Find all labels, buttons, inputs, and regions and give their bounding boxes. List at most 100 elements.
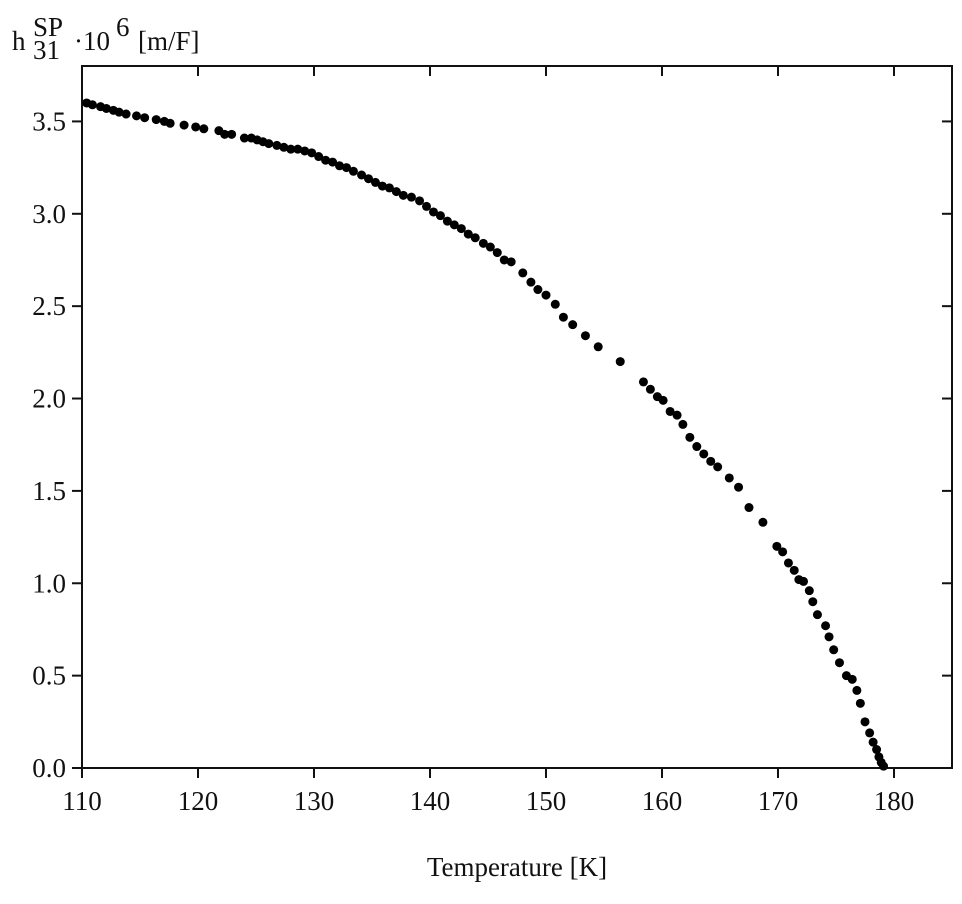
point [406,192,416,202]
point [804,586,814,596]
point [847,674,857,684]
point [672,410,682,420]
point [665,406,675,416]
y-tick-label: 0.5 [32,661,66,691]
point [699,449,709,459]
y-tick-label: 1.5 [32,476,66,506]
point [872,745,882,755]
y-tick-label: 3.0 [32,199,66,229]
y-label-sub: 31 [33,35,60,65]
point [478,238,488,248]
x-tick-label: 170 [758,786,799,816]
point [685,432,695,442]
point [391,187,401,197]
x-tick-label: 120 [178,786,219,816]
point [335,161,345,171]
point [783,558,793,568]
y-tick-label: 1.0 [32,568,66,598]
point [724,473,734,483]
point [868,737,878,747]
point [456,224,466,234]
y-label-exponent: 6 [116,12,130,42]
point [415,196,425,206]
point [370,177,380,187]
x-tick-label: 140 [410,786,451,816]
point [377,181,387,191]
point [615,357,625,367]
point [279,142,289,152]
point [179,120,189,130]
point [550,299,560,309]
point [593,342,603,352]
point [834,658,844,668]
point [227,129,237,139]
point [422,201,432,211]
point [132,111,142,121]
point [272,140,282,150]
x-axis-label: Temperature [K] [427,852,607,882]
x-tick-label: 180 [874,786,915,816]
point [808,597,818,607]
point [734,482,744,492]
point [307,148,317,158]
point [114,107,124,117]
point [499,255,509,265]
point [121,109,131,119]
point [865,728,875,738]
point [558,312,568,322]
point [384,183,394,193]
point [321,155,331,165]
point [449,220,459,230]
y-tick-label: 0.0 [32,753,66,783]
point [348,166,358,176]
point [568,320,578,330]
point [744,503,754,513]
point [492,248,502,258]
point [293,144,303,154]
point [541,290,551,300]
point [300,146,310,156]
point [470,233,480,243]
point [692,442,702,452]
y-tick-label: 2.5 [32,291,66,321]
point [398,190,408,200]
point [658,395,668,405]
point [485,242,495,252]
point [879,761,889,771]
y-label-unit: [m/F] [138,26,200,56]
point [860,717,870,727]
y-label-base: h [12,26,26,56]
point [151,115,161,125]
plot-frame [81,65,953,769]
point [645,384,655,394]
point [758,517,768,527]
point [638,377,648,387]
point [364,174,374,184]
point [165,118,175,128]
point [264,139,274,149]
point [772,541,782,551]
point [518,268,528,278]
x-tick-label: 110 [62,786,102,816]
point [526,277,536,287]
point [580,331,590,341]
y-tick-label: 3.5 [32,106,66,136]
point [463,229,473,239]
point [706,456,716,466]
point [506,257,516,267]
point [101,103,111,113]
point [678,419,688,429]
x-tick-label: 160 [642,786,683,816]
point [778,547,788,557]
point [812,610,822,620]
point [824,632,834,642]
point [852,685,862,695]
point [314,152,324,162]
point [341,163,351,173]
point [286,144,296,154]
point [199,124,209,134]
point [442,216,452,226]
y-tick-label: 2.0 [32,384,66,414]
